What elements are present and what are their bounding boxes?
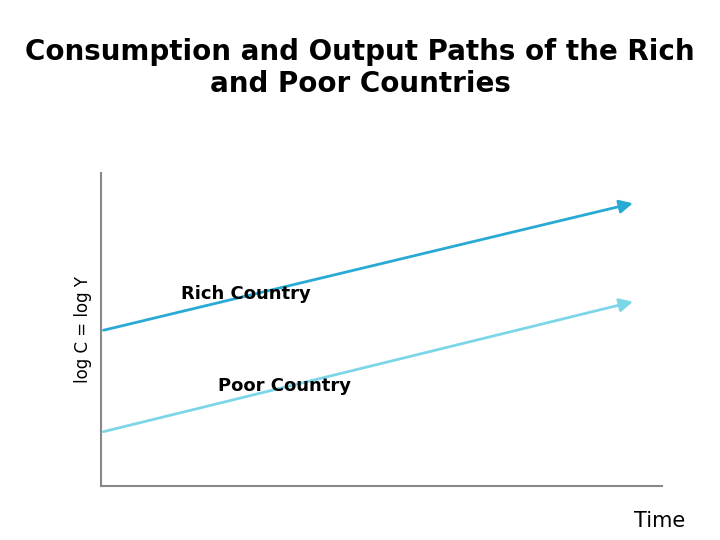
Text: Consumption and Output Paths of the Rich
and Poor Countries: Consumption and Output Paths of the Rich…: [25, 38, 695, 98]
Text: Poor Country: Poor Country: [218, 377, 351, 395]
Y-axis label: log C = log Y: log C = log Y: [74, 276, 92, 383]
Text: Rich Country: Rich Country: [181, 285, 311, 302]
Text: Time: Time: [634, 511, 685, 531]
